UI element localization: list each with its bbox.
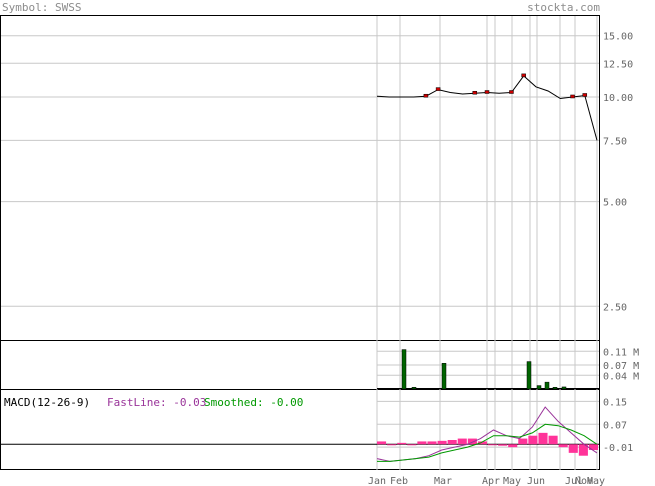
price-candle-8 xyxy=(472,90,478,95)
volume-bar-8 xyxy=(561,386,567,390)
macd-hist-bar-12 xyxy=(498,444,508,446)
macd-hist-bar-1 xyxy=(387,444,397,446)
x-month-label-5: Jun xyxy=(527,476,545,486)
price-candle-17 xyxy=(582,93,588,97)
volume-tick-0: 0.11 M xyxy=(603,347,639,358)
x-month-label-6: Jul xyxy=(565,476,583,486)
volume-tick-1: 0.07 M xyxy=(603,361,639,372)
grid-lines xyxy=(1,16,599,470)
x-month-label-1: Feb xyxy=(390,476,408,486)
volume-bar-3 xyxy=(441,363,447,390)
macd-hist-bar-10 xyxy=(477,441,487,445)
macd-hist-bar-7 xyxy=(447,440,457,445)
price-candle-12 xyxy=(521,73,526,78)
volume-tick-2: 0.04 M xyxy=(603,371,639,382)
price-tick-1: 12.50 xyxy=(603,59,633,70)
macd-panel-frame xyxy=(0,389,600,470)
macd-hist-bar-19 xyxy=(568,444,578,453)
x-month-label-8: May xyxy=(587,476,605,486)
macd-tick-2: -0.01 xyxy=(603,443,633,454)
macd-hist-bar-17 xyxy=(548,435,558,445)
volume-bar-4 xyxy=(526,361,532,390)
volume-bar-5 xyxy=(536,385,542,390)
volume-bar-7 xyxy=(552,387,558,390)
macd-fast-legend: FastLine: -0.03 xyxy=(107,396,206,409)
price-tick-3: 7.50 xyxy=(603,136,627,147)
macd-hist-bar-6 xyxy=(437,440,447,445)
x-month-label-4: May xyxy=(503,476,521,486)
macd-series xyxy=(1,406,599,462)
macd-hist-bar-11 xyxy=(488,444,498,446)
volume-bar-6 xyxy=(544,381,550,390)
price-tick-4: 5.00 xyxy=(603,198,627,209)
symbol-label: Symbol: SWSS xyxy=(2,1,82,14)
price-candle-4 xyxy=(423,93,429,98)
x-month-label-3: Apr xyxy=(482,476,500,486)
macd-hist-bar-16 xyxy=(538,432,548,445)
macd-hist-bar-14 xyxy=(518,438,528,445)
price-candle-16 xyxy=(570,94,575,99)
price-candle-9 xyxy=(484,90,490,94)
macd-hist-bar-2 xyxy=(397,442,407,445)
macd-hist-bar-3 xyxy=(407,444,417,446)
price-candle-11 xyxy=(509,90,514,94)
volume-bar-2 xyxy=(411,387,417,390)
macd-hist-bar-9 xyxy=(467,438,477,445)
macd-tick-0: 0.15 xyxy=(603,397,627,408)
volume-bar-0 xyxy=(377,388,383,390)
price-tick-5: 2.50 xyxy=(603,302,627,313)
volume-bar-1 xyxy=(401,349,407,390)
price-tick-0: 15.00 xyxy=(603,32,633,43)
x-month-label-7: Nov xyxy=(575,476,593,486)
price-candle-5 xyxy=(435,87,441,91)
macd-title: MACD(12-26-9) xyxy=(4,396,90,409)
price-tick-2: 10.00 xyxy=(603,93,633,104)
macd-hist-bar-18 xyxy=(558,444,568,448)
macd-hist-bar-4 xyxy=(417,441,427,445)
macd-smooth-legend: Smoothed: -0.00 xyxy=(204,396,303,409)
volume-series xyxy=(377,349,599,390)
price-panel-frame xyxy=(0,15,600,341)
x-month-label-2: Mar xyxy=(434,476,452,486)
brand-label: stockta.com xyxy=(527,1,600,14)
macd-hist-bar-21 xyxy=(588,444,598,450)
macd-hist-bar-20 xyxy=(578,444,588,456)
macd-smooth-line xyxy=(377,423,598,462)
macd-hist-bar-5 xyxy=(427,441,437,445)
macd-hist-bar-15 xyxy=(528,435,538,445)
x-month-label-0: Jan xyxy=(368,476,386,486)
macd-hist-bar-13 xyxy=(508,444,518,448)
macd-hist-bar-8 xyxy=(457,438,467,445)
price-series xyxy=(376,73,598,141)
macd-tick-1: 0.07 xyxy=(603,420,627,431)
macd-hist-bar-0 xyxy=(377,441,387,445)
